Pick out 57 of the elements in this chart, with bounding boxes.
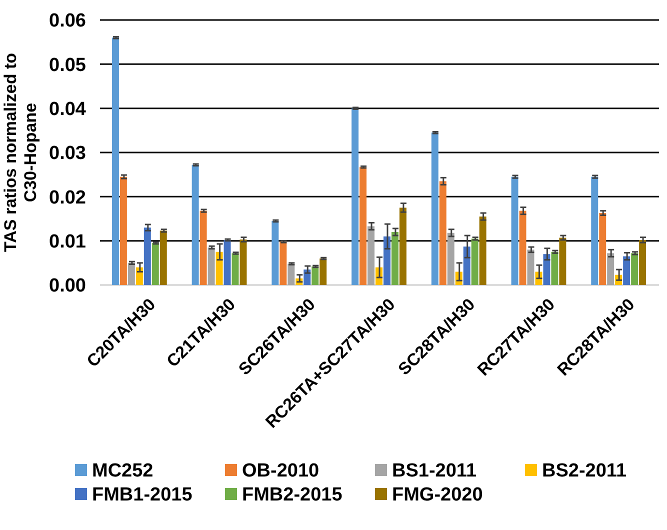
legend-label: FMB1-2015	[92, 484, 193, 506]
bar	[216, 252, 223, 285]
y-tick-label: 0.01	[49, 231, 86, 252]
bar	[224, 240, 231, 285]
y-tick-label: 0.06	[49, 10, 86, 32]
bar	[352, 108, 359, 285]
bar	[479, 216, 486, 285]
bar	[623, 256, 630, 285]
bar	[519, 210, 526, 285]
bar	[240, 240, 247, 285]
bar	[200, 210, 207, 285]
bar	[152, 243, 159, 285]
y-tick-label: 0.05	[49, 54, 86, 76]
y-tick-label: 0.00	[49, 276, 86, 297]
bar	[527, 250, 534, 285]
bar	[447, 232, 454, 285]
y-tick-label: 0.03	[49, 143, 86, 164]
bar	[431, 132, 438, 285]
bar	[312, 266, 319, 285]
bar	[471, 238, 478, 285]
bar	[280, 242, 287, 285]
y-tick-label: 0.04	[49, 98, 86, 120]
bar	[463, 246, 470, 285]
bar	[439, 181, 446, 285]
bar	[208, 247, 215, 285]
legend-label: BS1-2011	[392, 460, 477, 482]
bar	[160, 230, 167, 285]
bar	[383, 236, 390, 285]
y-axis-title: TAS ratios normalized to C30-Hopane	[0, 53, 40, 252]
legend-label: OB-2010	[242, 460, 320, 482]
bar	[543, 254, 550, 285]
legend-label: FMB2-2015	[242, 484, 343, 506]
bar	[112, 38, 119, 285]
bar	[320, 258, 327, 285]
bar	[639, 240, 646, 285]
bar	[368, 226, 375, 285]
bar	[591, 176, 598, 285]
bar	[120, 176, 127, 285]
bar	[128, 262, 135, 285]
legend-label: MC252	[92, 460, 154, 482]
bar	[559, 238, 566, 285]
bar	[631, 253, 638, 285]
bar	[399, 208, 406, 285]
bar	[391, 232, 398, 285]
bar	[232, 253, 239, 285]
legend-label: BS2-2011	[542, 460, 627, 482]
bar	[272, 220, 279, 285]
bar	[511, 176, 518, 285]
bar	[551, 252, 558, 285]
bar	[144, 228, 151, 285]
y-tick-label: 0.02	[49, 187, 86, 208]
bar	[599, 213, 606, 285]
bar	[192, 164, 199, 285]
bar	[360, 167, 367, 285]
bar	[607, 253, 614, 285]
bar	[288, 264, 295, 285]
legend-label: FMG-2020	[392, 484, 483, 506]
